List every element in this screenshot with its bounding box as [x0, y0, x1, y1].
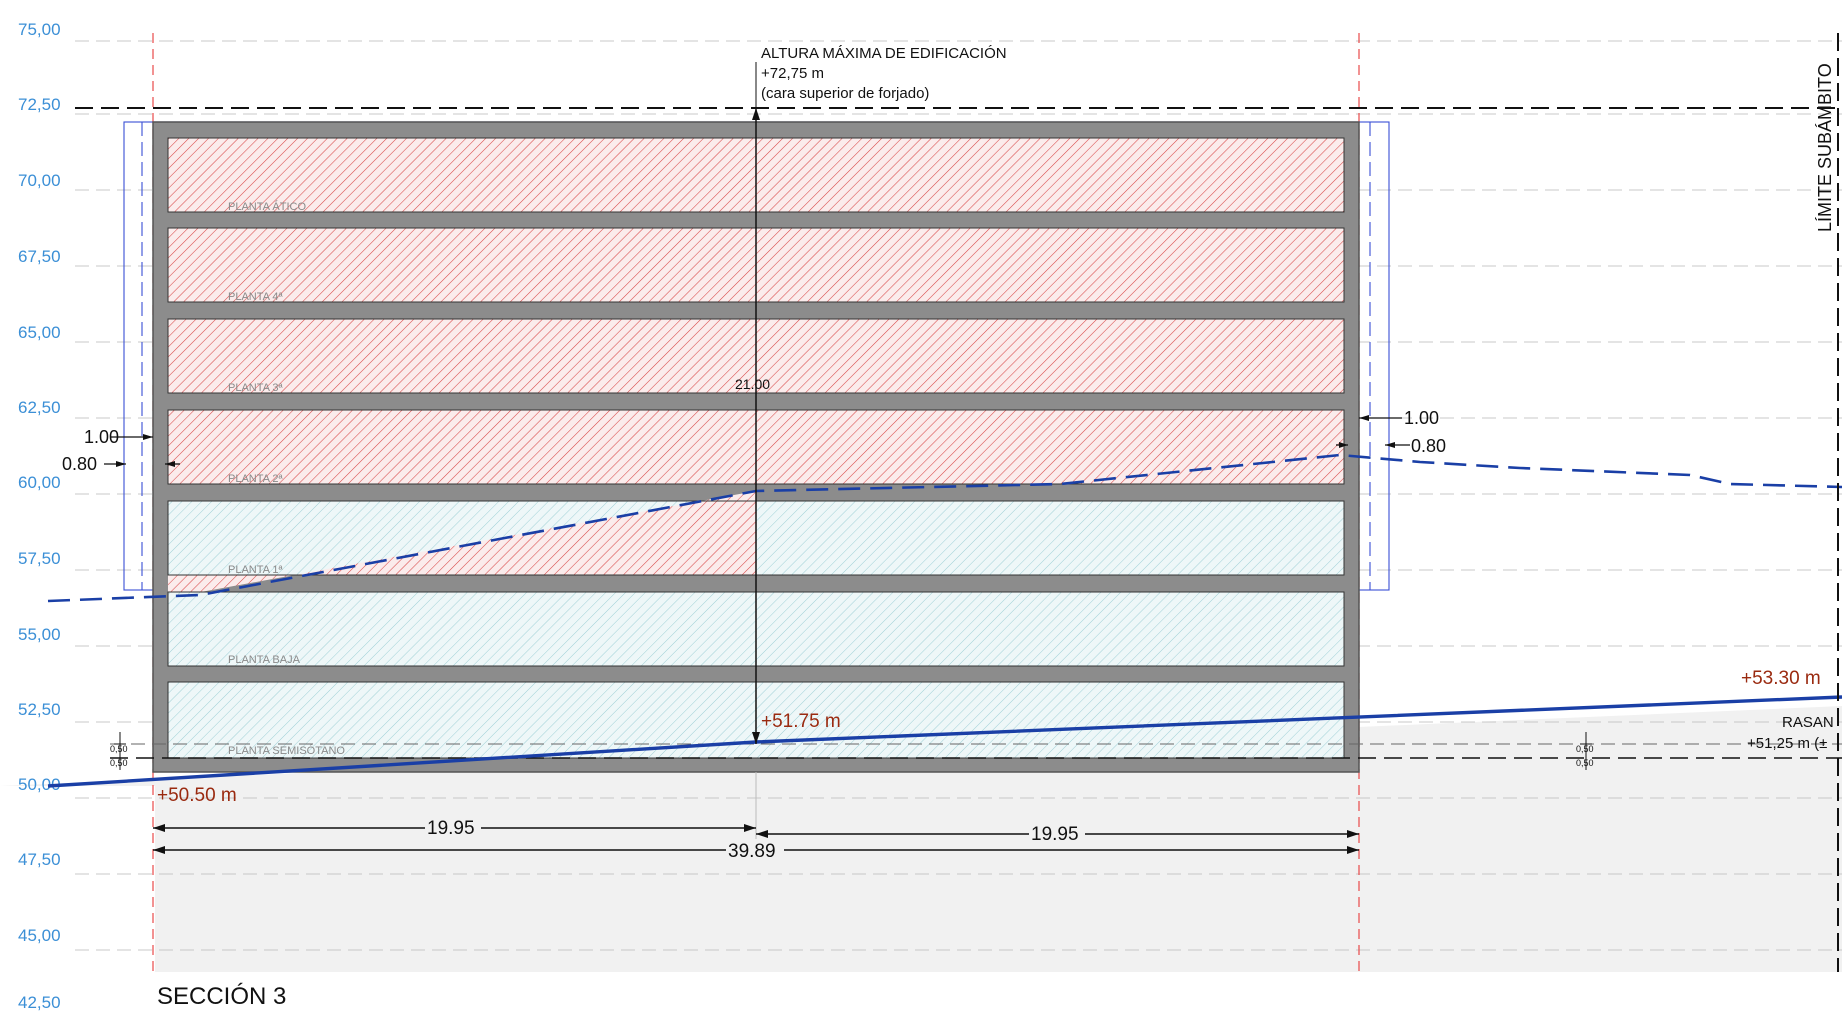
limit-label: LÍMITE SUBÁMBITO — [1815, 63, 1835, 232]
small-dim-bottom-right: 0,50 — [1576, 758, 1594, 768]
right-offset-dimensions — [1336, 415, 1410, 448]
right-offset-2: 0.80 — [1411, 436, 1446, 456]
right-ground-elevation: +53.30 m — [1741, 668, 1821, 689]
existing-terrain-line — [47, 453, 1842, 603]
level-label: 60,00 — [18, 473, 61, 492]
floor-label: PLANTA 1ª — [228, 564, 284, 576]
left-ground-elevation: +50.50 m — [157, 785, 237, 806]
total-width: 39.89 — [728, 841, 776, 862]
center-ground-elevation: +51.75 m — [761, 711, 841, 732]
floor-labels: PLANTA ÁTICO PLANTA 4ª PLANTA 3ª PLANTA … — [228, 200, 345, 757]
max-height-note: (cara superior de forjado) — [761, 85, 929, 102]
max-height-title: ALTURA MÁXIMA DE EDIFICACIÓN — [761, 45, 1007, 62]
level-label: 55,00 — [18, 625, 61, 644]
level-label: 75,00 — [18, 20, 61, 39]
level-label: 67,50 — [18, 247, 61, 266]
level-label: 47,50 — [18, 850, 61, 869]
left-offset-dimensions — [104, 434, 180, 467]
small-dimension-left — [114, 732, 126, 770]
level-labels: 75,00 72,50 70,00 67,50 65,00 62,50 60,0… — [18, 20, 61, 1012]
small-dim-top-left: 0,50 — [110, 744, 128, 754]
rasante-value: +51,25 m (± — [1747, 735, 1827, 752]
floor-label: PLANTA ÁTICO — [228, 200, 306, 213]
left-offset-2: 0.80 — [62, 454, 97, 474]
section-title: SECCIÓN 3 — [157, 983, 286, 1010]
right-offset-1: 1.00 — [1404, 408, 1439, 428]
level-label: 45,00 — [18, 926, 61, 945]
max-height-value: +72,75 m — [761, 65, 824, 82]
rasante-label: RASAN — [1782, 714, 1834, 731]
floor-label: PLANTA 4ª — [228, 291, 284, 303]
level-label: 42,50 — [18, 993, 61, 1012]
floor-label: PLANTA 3ª — [228, 382, 284, 394]
small-dimension-right — [1580, 732, 1592, 770]
small-dim-top-right: 0,50 — [1576, 744, 1594, 754]
half-width-right: 19.95 — [1031, 824, 1079, 845]
floor-label: PLANTA BAJA — [228, 654, 301, 666]
small-dim-bottom-left: 0,50 — [110, 758, 128, 768]
left-offset-1: 1.00 — [84, 427, 119, 447]
half-width-left: 19.95 — [427, 818, 475, 839]
floor-label: PLANTA 2ª — [228, 473, 284, 485]
level-label: 50,00 — [18, 775, 61, 794]
level-label: 72,50 — [18, 95, 61, 114]
level-label: 57,50 — [18, 549, 61, 568]
height-dimension-label: 21.00 — [735, 376, 770, 392]
floor-1-above-grade — [168, 491, 756, 598]
floor-label: PLANTA SEMISÓTANO — [228, 744, 345, 757]
level-label: 62,50 — [18, 398, 61, 417]
level-label: 52,50 — [18, 700, 61, 719]
height-dimension — [752, 108, 760, 744]
level-label: 65,00 — [18, 323, 61, 342]
level-label: 70,00 — [18, 171, 61, 190]
